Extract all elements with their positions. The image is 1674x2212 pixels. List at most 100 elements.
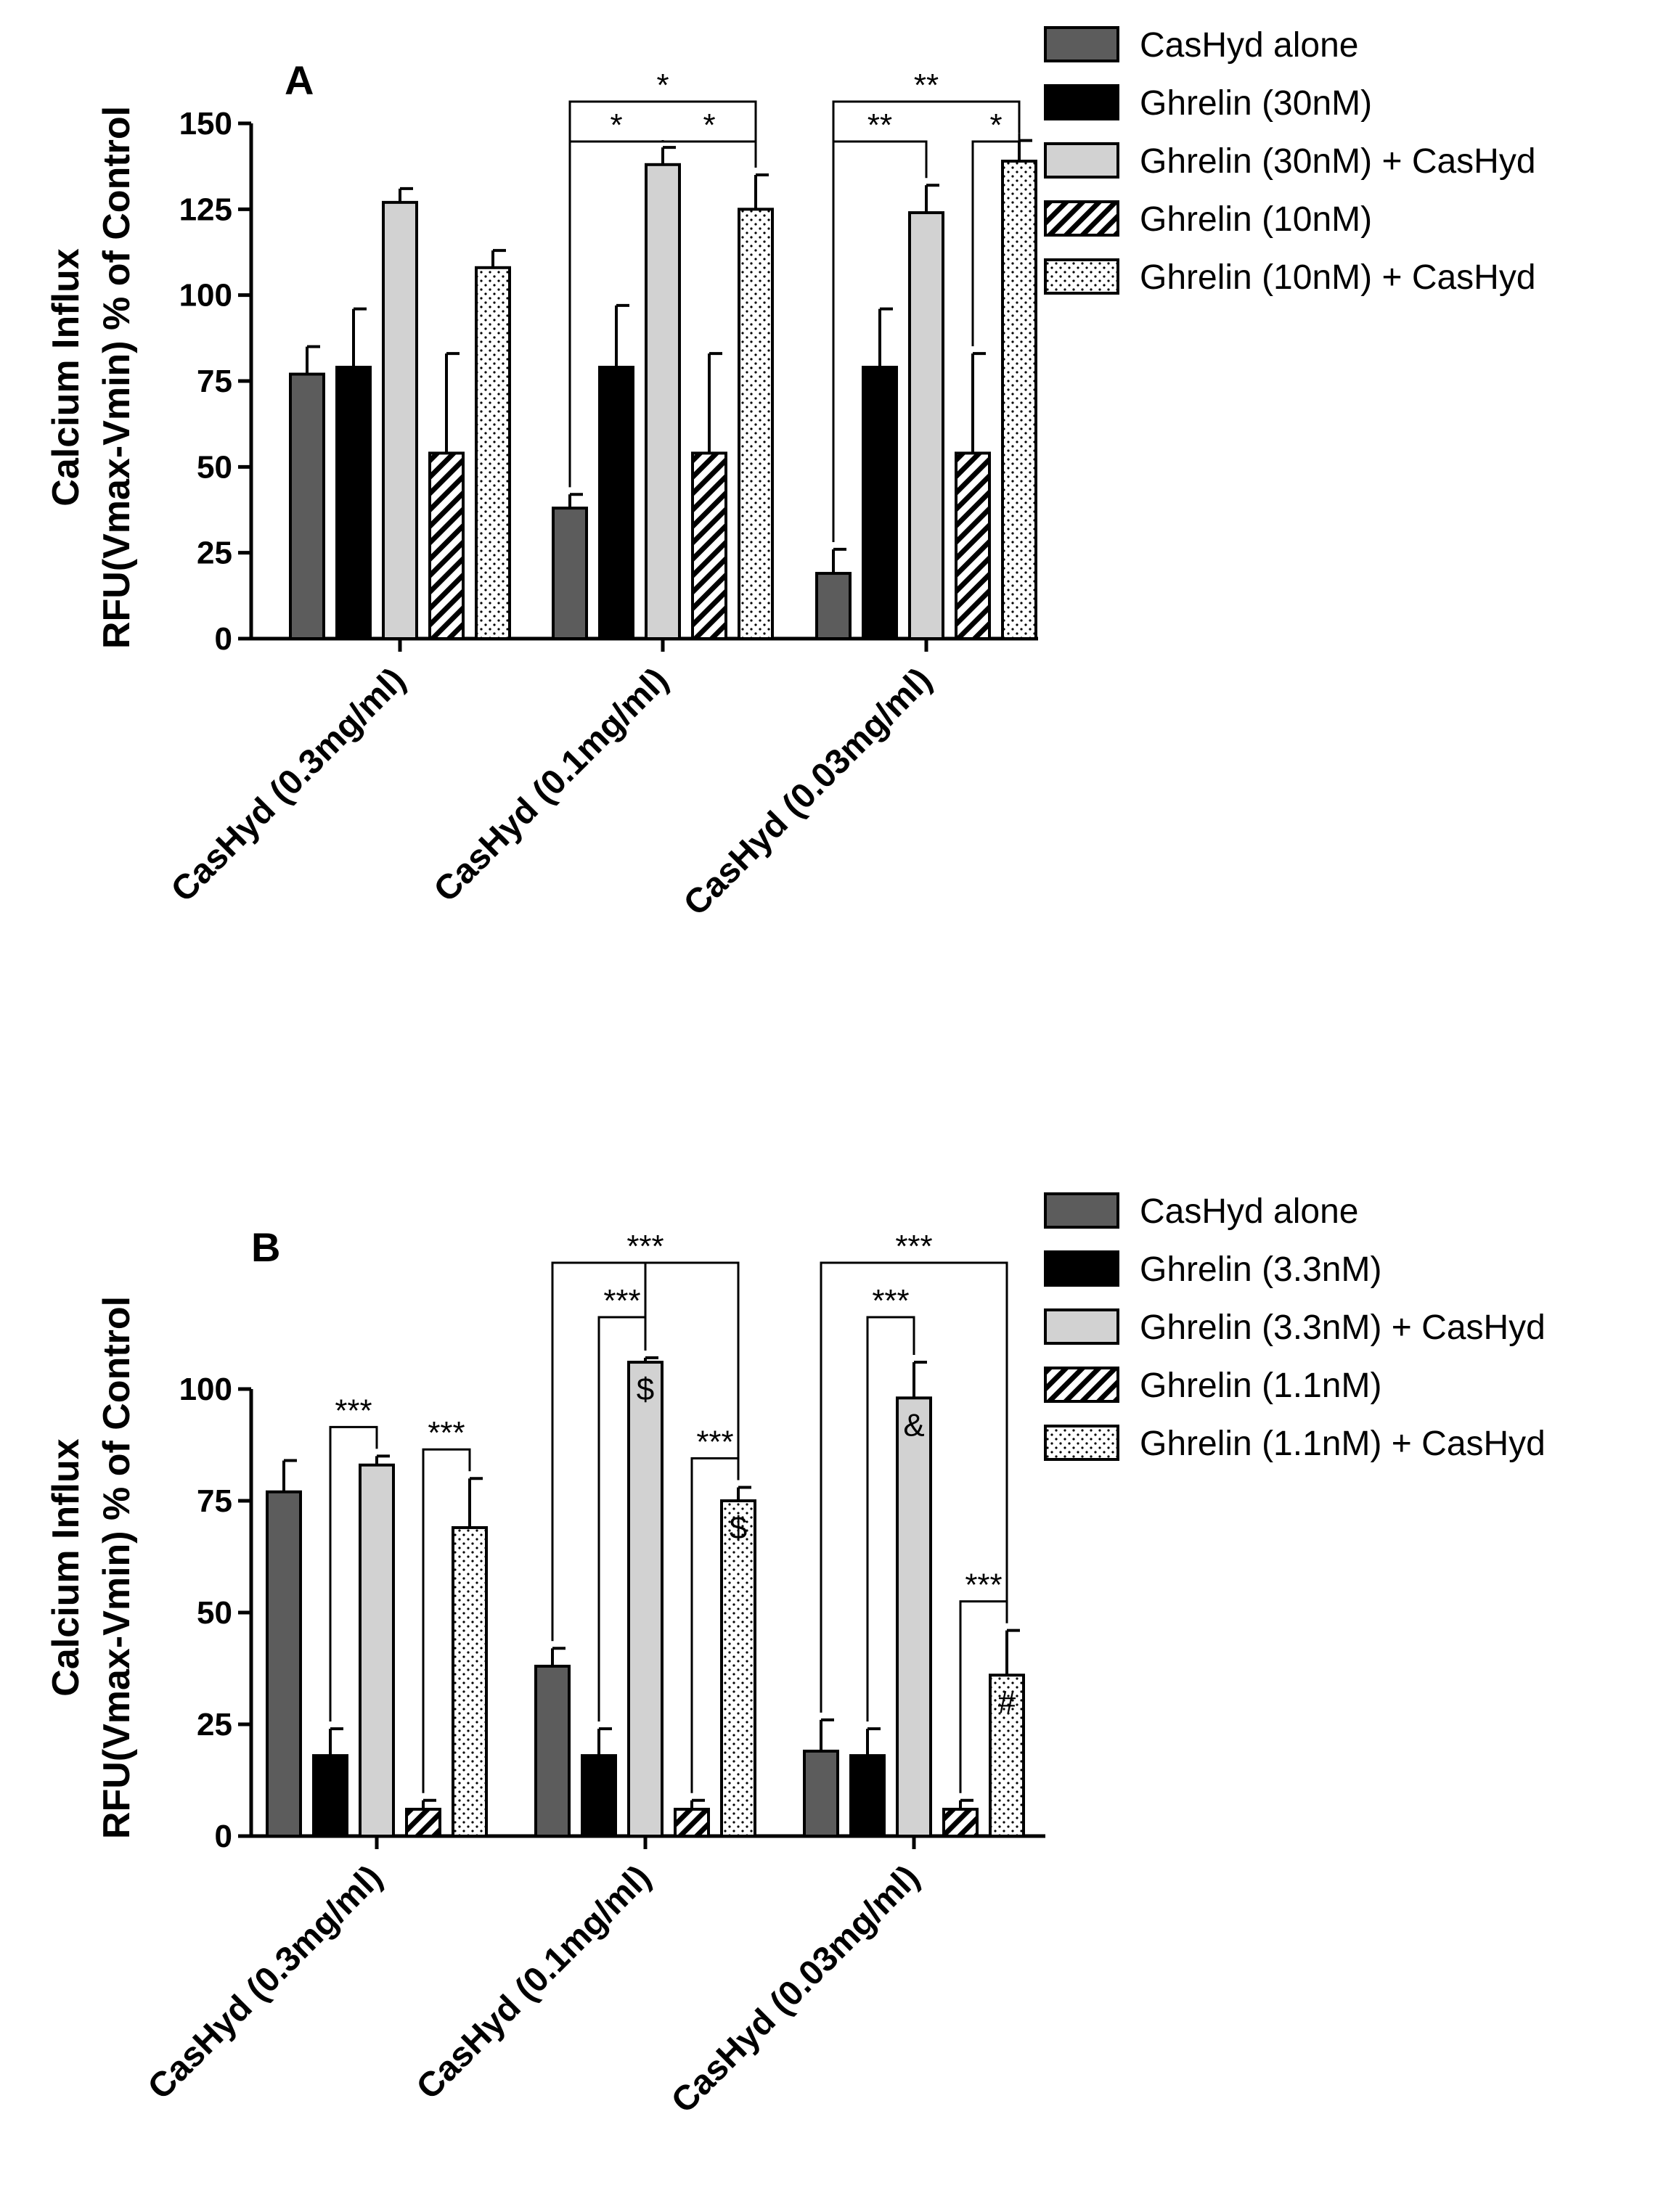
legend-label: Ghrelin (30nM) [1140, 84, 1372, 123]
significance-label: *** [335, 1393, 372, 1428]
legend-swatch [1044, 1367, 1119, 1403]
bar [335, 366, 372, 640]
significance-bracket [568, 100, 757, 488]
significance-label: ** [867, 107, 892, 143]
bar [405, 1808, 441, 1838]
significance-label: *** [895, 1229, 932, 1264]
legend-swatch [1044, 1425, 1119, 1461]
legend-swatch [1044, 200, 1119, 237]
y-tick-label: 0 [215, 621, 232, 657]
bar-annotation: # [998, 1684, 1016, 1720]
bar [289, 372, 325, 640]
significance-label: * [656, 67, 669, 103]
y-tick-label: 100 [179, 278, 232, 314]
y-tick-label: 0 [215, 1819, 232, 1854]
y-tick-label: 100 [179, 1372, 232, 1407]
y-tick-label: 25 [197, 536, 232, 571]
bar [849, 1754, 886, 1838]
significance-label: *** [626, 1229, 664, 1264]
bar [674, 1808, 710, 1838]
bar [645, 163, 681, 641]
bar [428, 451, 465, 641]
significance-label: * [610, 107, 622, 143]
bar [908, 211, 944, 641]
legend-swatch [1044, 26, 1119, 62]
legend-label: Ghrelin (1.1nM) + CasHyd [1140, 1425, 1546, 1463]
significance-bracket [971, 133, 1021, 347]
legend-swatch [1044, 1308, 1119, 1345]
y-tick-label: 50 [197, 449, 232, 485]
y-tick-label: 125 [179, 192, 232, 227]
x-tick-label: CasHyd (0.1mg/ml) [409, 1858, 658, 2107]
bar [359, 1463, 395, 1838]
bar [475, 266, 511, 640]
bar [803, 1749, 839, 1838]
significance-label: *** [965, 1568, 1002, 1603]
panel-a: A Calcium Influx RFU(Vmax-Vmin) % of Con… [45, 26, 1536, 923]
y-axis-title-line2: RFU(Vmax-Vmin) % of Control [96, 106, 138, 649]
bar [627, 1361, 664, 1838]
bar [896, 1396, 932, 1838]
legend-label: CasHyd alone [1140, 1192, 1359, 1231]
bar [552, 507, 588, 641]
bar [738, 208, 774, 641]
bar [581, 1754, 617, 1838]
legend-label: CasHyd alone [1140, 26, 1359, 65]
significance-label: *** [872, 1283, 909, 1319]
y-axis-title-line2: RFU(Vmax-Vmin) % of Control [96, 1296, 138, 1839]
bar [598, 366, 634, 640]
bar [534, 1664, 571, 1838]
x-tick-label: CasHyd (0.3mg/ml) [141, 1858, 390, 2107]
bar-annotation: $ [637, 1372, 654, 1407]
significance-bracket [422, 1448, 471, 1793]
x-tick-label: CasHyd (0.03mg/ml) [677, 660, 939, 923]
y-axis-title-line1: Calcium Influx [45, 1438, 87, 1696]
legend-label: Ghrelin (1.1nM) [1140, 1367, 1381, 1405]
legend-label: Ghrelin (3.3nM) + CasHyd [1140, 1308, 1546, 1347]
y-tick-label: 150 [179, 106, 232, 142]
significance-label: *** [696, 1425, 733, 1460]
significance-label: ** [914, 67, 939, 103]
significance-bracket [820, 1261, 1008, 1713]
legend-swatch [1044, 1192, 1119, 1229]
panel-label: A [285, 57, 314, 103]
significance-bracket [866, 1316, 915, 1722]
bar [720, 1499, 756, 1838]
significance-label: * [989, 107, 1002, 143]
bar-annotation: $ [730, 1510, 747, 1546]
bar [862, 366, 898, 640]
bar [452, 1525, 488, 1838]
significance-label: * [703, 107, 715, 143]
legend-label: Ghrelin (10nM) + CasHyd [1140, 258, 1536, 297]
y-tick-label: 75 [197, 1483, 232, 1519]
y-tick-label: 25 [197, 1707, 232, 1742]
bar [955, 451, 991, 641]
y-tick-label: 75 [197, 364, 232, 399]
bar [1001, 160, 1037, 641]
x-tick-label: CasHyd (0.1mg/ml) [427, 660, 676, 909]
legend-label: Ghrelin (10nM) [1140, 200, 1372, 239]
legend-swatch [1044, 258, 1119, 295]
bar [691, 451, 727, 641]
panel-b: B Calcium Influx RFU(Vmax-Vmin) % of Con… [45, 1192, 1546, 2121]
bar [815, 572, 852, 640]
y-tick-label: 50 [197, 1595, 232, 1631]
bar [382, 200, 418, 641]
y-axis-title-line1: Calcium Influx [45, 248, 87, 506]
bar [989, 1674, 1025, 1838]
legend-swatch [1044, 142, 1119, 179]
panel-label: B [251, 1224, 280, 1270]
legend-swatch [1044, 84, 1119, 120]
significance-bracket [329, 1425, 378, 1722]
bar [942, 1808, 979, 1838]
significance-label: *** [603, 1283, 640, 1319]
bar [312, 1754, 348, 1838]
significance-label: *** [428, 1415, 465, 1451]
legend-label: Ghrelin (3.3nM) [1140, 1250, 1381, 1289]
x-tick-label: CasHyd (0.3mg/ml) [164, 660, 413, 909]
legend-swatch [1044, 1250, 1119, 1287]
legend-label: Ghrelin (30nM) + CasHyd [1140, 142, 1536, 181]
x-tick-label: CasHyd (0.03mg/ml) [664, 1858, 927, 2121]
bar [266, 1490, 302, 1838]
